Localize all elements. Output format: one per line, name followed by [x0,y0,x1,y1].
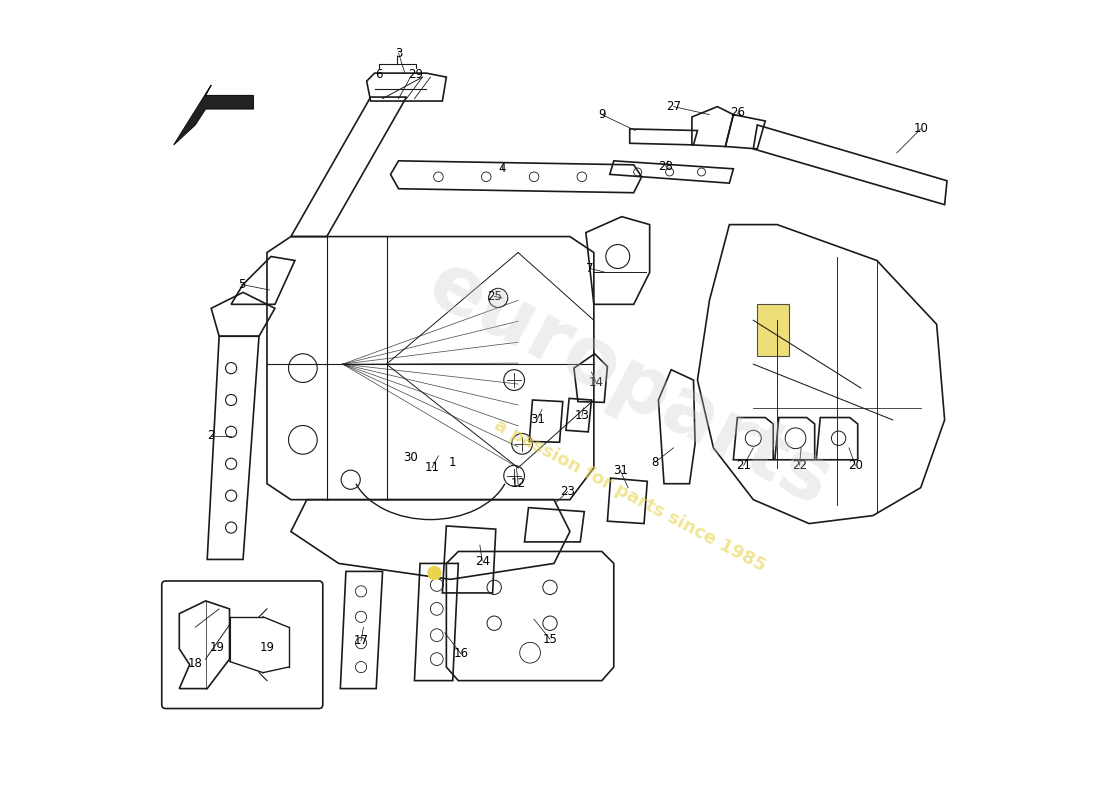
Text: 26: 26 [729,106,745,119]
Text: 22: 22 [792,459,807,472]
Text: 1: 1 [449,456,456,469]
Text: 28: 28 [658,160,673,173]
Text: 16: 16 [453,647,469,660]
Text: 2: 2 [208,430,214,442]
Text: 15: 15 [542,633,558,646]
Polygon shape [174,85,253,145]
Text: 7: 7 [586,262,594,275]
Text: 31: 31 [613,464,628,477]
Text: 11: 11 [425,462,440,474]
Text: 13: 13 [574,410,590,422]
Text: europarts: europarts [415,245,845,523]
Text: 27: 27 [667,100,681,113]
Text: 19: 19 [210,641,225,654]
Text: 9: 9 [598,108,606,121]
Text: 25: 25 [487,290,502,303]
Text: 4: 4 [498,162,506,175]
Text: 6: 6 [375,68,383,82]
Text: a passion for parts since 1985: a passion for parts since 1985 [491,416,769,575]
Text: 30: 30 [403,451,418,464]
Text: 3: 3 [395,46,403,60]
Text: 24: 24 [475,554,490,567]
Text: 31: 31 [530,413,544,426]
Text: 8: 8 [651,456,659,469]
Text: 12: 12 [510,478,526,490]
Text: 5: 5 [238,278,245,291]
Polygon shape [757,304,789,356]
Text: 14: 14 [588,376,604,389]
Text: 29: 29 [408,68,424,82]
Text: 19: 19 [260,641,275,654]
Text: 20: 20 [848,459,862,472]
Text: 17: 17 [353,634,369,647]
Text: 23: 23 [560,485,575,498]
Text: 18: 18 [188,657,202,670]
Text: 10: 10 [913,122,928,135]
Circle shape [427,566,441,580]
Text: 21: 21 [736,459,751,472]
